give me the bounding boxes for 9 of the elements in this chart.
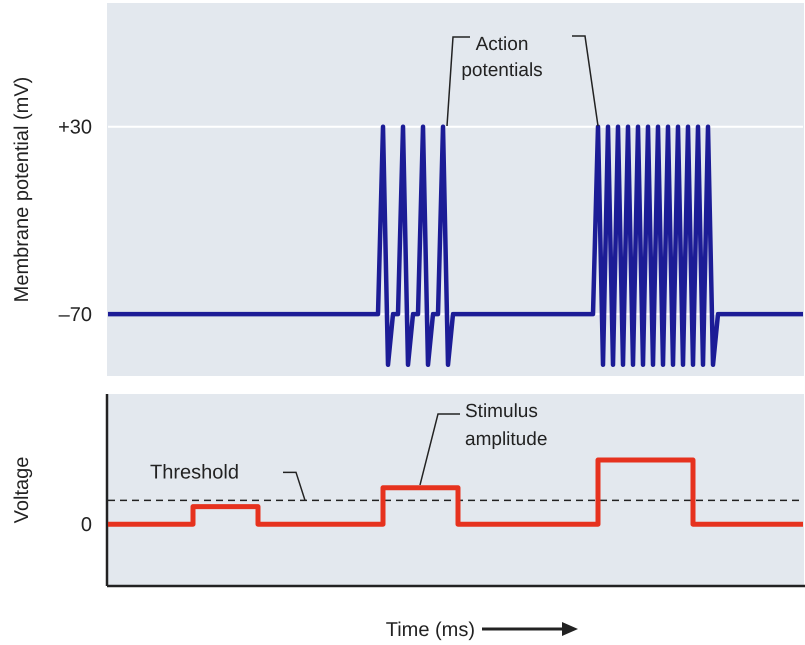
annotation: Action potentials <box>461 34 543 81</box>
y-tick-label: +30 <box>58 116 92 139</box>
y-axis-title: Voltage <box>11 456 33 524</box>
x-axis-title: Time (ms) <box>386 619 475 641</box>
y-tick-label: –70 <box>58 304 92 326</box>
y-axis-title: Membrane potential (mV) <box>11 76 33 302</box>
legend-label: Threshold <box>150 461 239 484</box>
text: 0 <box>80 514 92 536</box>
text: Stimulus amplitude <box>465 401 548 450</box>
